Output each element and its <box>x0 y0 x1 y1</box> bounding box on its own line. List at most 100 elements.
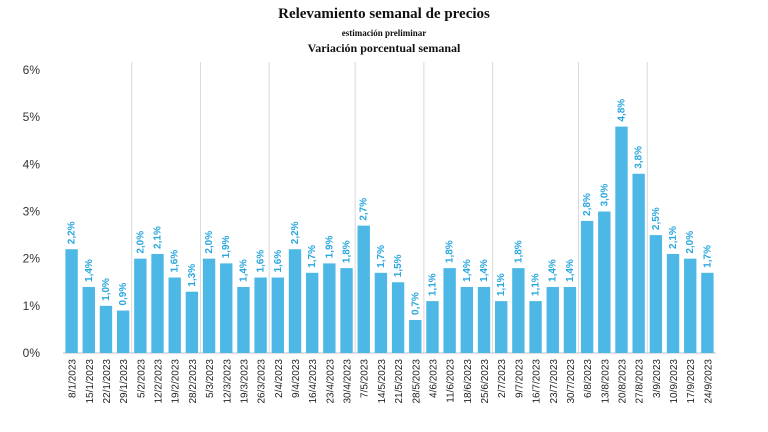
chart-subtitle: estimación preliminar <box>341 28 427 38</box>
y-tick-label: 1% <box>23 299 41 313</box>
x-tick-label: 24/9/2023 <box>703 359 714 404</box>
data-label: 1,7% <box>702 245 713 268</box>
bar <box>288 249 302 353</box>
data-label: 1,6% <box>170 250 181 273</box>
data-label: 3,0% <box>599 184 610 207</box>
bar <box>323 263 336 353</box>
data-label: 2,1% <box>153 226 164 249</box>
x-tick-label: 4/6/2023 <box>428 359 439 398</box>
x-tick-label: 27/8/2023 <box>635 359 646 404</box>
x-tick-label: 7/5/2023 <box>360 359 371 398</box>
x-tick-label: 8/1/2023 <box>68 359 79 398</box>
x-tick-label: 13/8/2023 <box>600 359 611 404</box>
data-label: 1,0% <box>101 278 112 301</box>
bar <box>151 253 164 353</box>
bar <box>185 291 199 353</box>
bar <box>82 286 95 353</box>
bar <box>357 225 370 353</box>
data-label: 1,4% <box>462 259 473 282</box>
data-label: 1,7% <box>307 245 318 268</box>
x-tick-label: 23/7/2023 <box>549 359 560 404</box>
x-tick-label: 9/4/2023 <box>291 359 302 398</box>
bar <box>615 126 628 353</box>
x-tick-label: 2/7/2023 <box>497 359 508 398</box>
data-label: 1,1% <box>531 273 542 296</box>
bar <box>99 305 113 353</box>
x-tick-label: 28/2/2023 <box>188 359 199 404</box>
bar <box>649 235 663 353</box>
bar <box>305 272 319 353</box>
data-label: 2,5% <box>651 207 662 230</box>
data-label: 1,1% <box>496 273 507 296</box>
x-tick-label: 16/4/2023 <box>308 359 319 404</box>
bar <box>254 277 267 353</box>
x-tick-label: 25/6/2023 <box>480 359 491 404</box>
bar <box>220 263 233 353</box>
x-tick-label: 23/4/2023 <box>325 359 336 404</box>
data-label: 1,4% <box>84 259 95 282</box>
bar <box>580 220 594 353</box>
data-label: 2,8% <box>582 193 593 216</box>
data-label: 1,3% <box>187 264 198 287</box>
data-label: 1,9% <box>221 235 232 258</box>
data-label: 4,8% <box>616 99 627 122</box>
data-label: 1,9% <box>324 235 335 258</box>
data-label: 1,8% <box>445 240 456 263</box>
bar <box>237 286 250 353</box>
data-label: 2,2% <box>290 221 301 244</box>
x-tick-label: 6/8/2023 <box>583 359 594 398</box>
data-label: 1,8% <box>342 240 353 263</box>
bar <box>426 301 439 353</box>
data-label: 1,5% <box>393 254 404 277</box>
y-tick-label: 5% <box>23 110 41 124</box>
x-tick-label: 26/3/2023 <box>257 359 268 404</box>
chart-title: Relevamiento semanal de precios <box>278 6 490 22</box>
bar <box>632 173 645 353</box>
data-label: 1,4% <box>479 259 490 282</box>
data-label: 0,7% <box>410 292 421 315</box>
x-tick-label: 15/1/2023 <box>85 359 96 404</box>
bar <box>460 286 474 353</box>
x-tick-label: 5/2/2023 <box>136 359 147 398</box>
y-tick-label: 4% <box>23 157 41 171</box>
bar <box>409 319 422 353</box>
x-tick-label: 17/9/2023 <box>686 359 697 404</box>
bar <box>374 272 388 353</box>
y-tick-label: 0% <box>23 346 41 360</box>
bar <box>340 268 353 353</box>
bar <box>529 301 542 353</box>
data-label: 1,4% <box>548 259 559 282</box>
bar <box>666 253 680 353</box>
data-label: 2,0% <box>204 231 215 254</box>
x-tick-label: 12/2/2023 <box>154 359 165 404</box>
x-tick-label: 29/1/2023 <box>119 359 130 404</box>
y-tick-label: 6% <box>23 63 41 77</box>
x-tick-label: 22/1/2023 <box>102 359 113 404</box>
bar <box>563 286 577 353</box>
x-tick-label: 14/5/2023 <box>377 359 388 404</box>
data-label: 1,7% <box>376 245 387 268</box>
data-label: 1,4% <box>565 259 576 282</box>
bar <box>271 277 284 353</box>
data-label: 2,0% <box>135 231 146 254</box>
bar <box>701 272 714 353</box>
bar <box>495 301 508 353</box>
bar <box>134 258 147 353</box>
data-label: 1,1% <box>427 273 438 296</box>
x-tick-label: 9/7/2023 <box>514 359 525 398</box>
bar <box>65 249 78 353</box>
bar <box>202 258 216 353</box>
x-tick-label: 30/7/2023 <box>566 359 577 404</box>
data-label: 2,2% <box>67 221 78 244</box>
data-label: 1,6% <box>256 250 267 273</box>
x-tick-label: 28/5/2023 <box>411 359 422 404</box>
bar <box>512 268 525 353</box>
x-tick-label: 12/3/2023 <box>222 359 233 404</box>
bar <box>116 310 130 353</box>
x-tick-label: 5/3/2023 <box>205 359 216 398</box>
data-label: 1,4% <box>238 259 249 282</box>
y-tick-label: 2% <box>23 252 41 266</box>
data-label: 0,9% <box>118 283 129 306</box>
data-label: 2,0% <box>685 231 696 254</box>
